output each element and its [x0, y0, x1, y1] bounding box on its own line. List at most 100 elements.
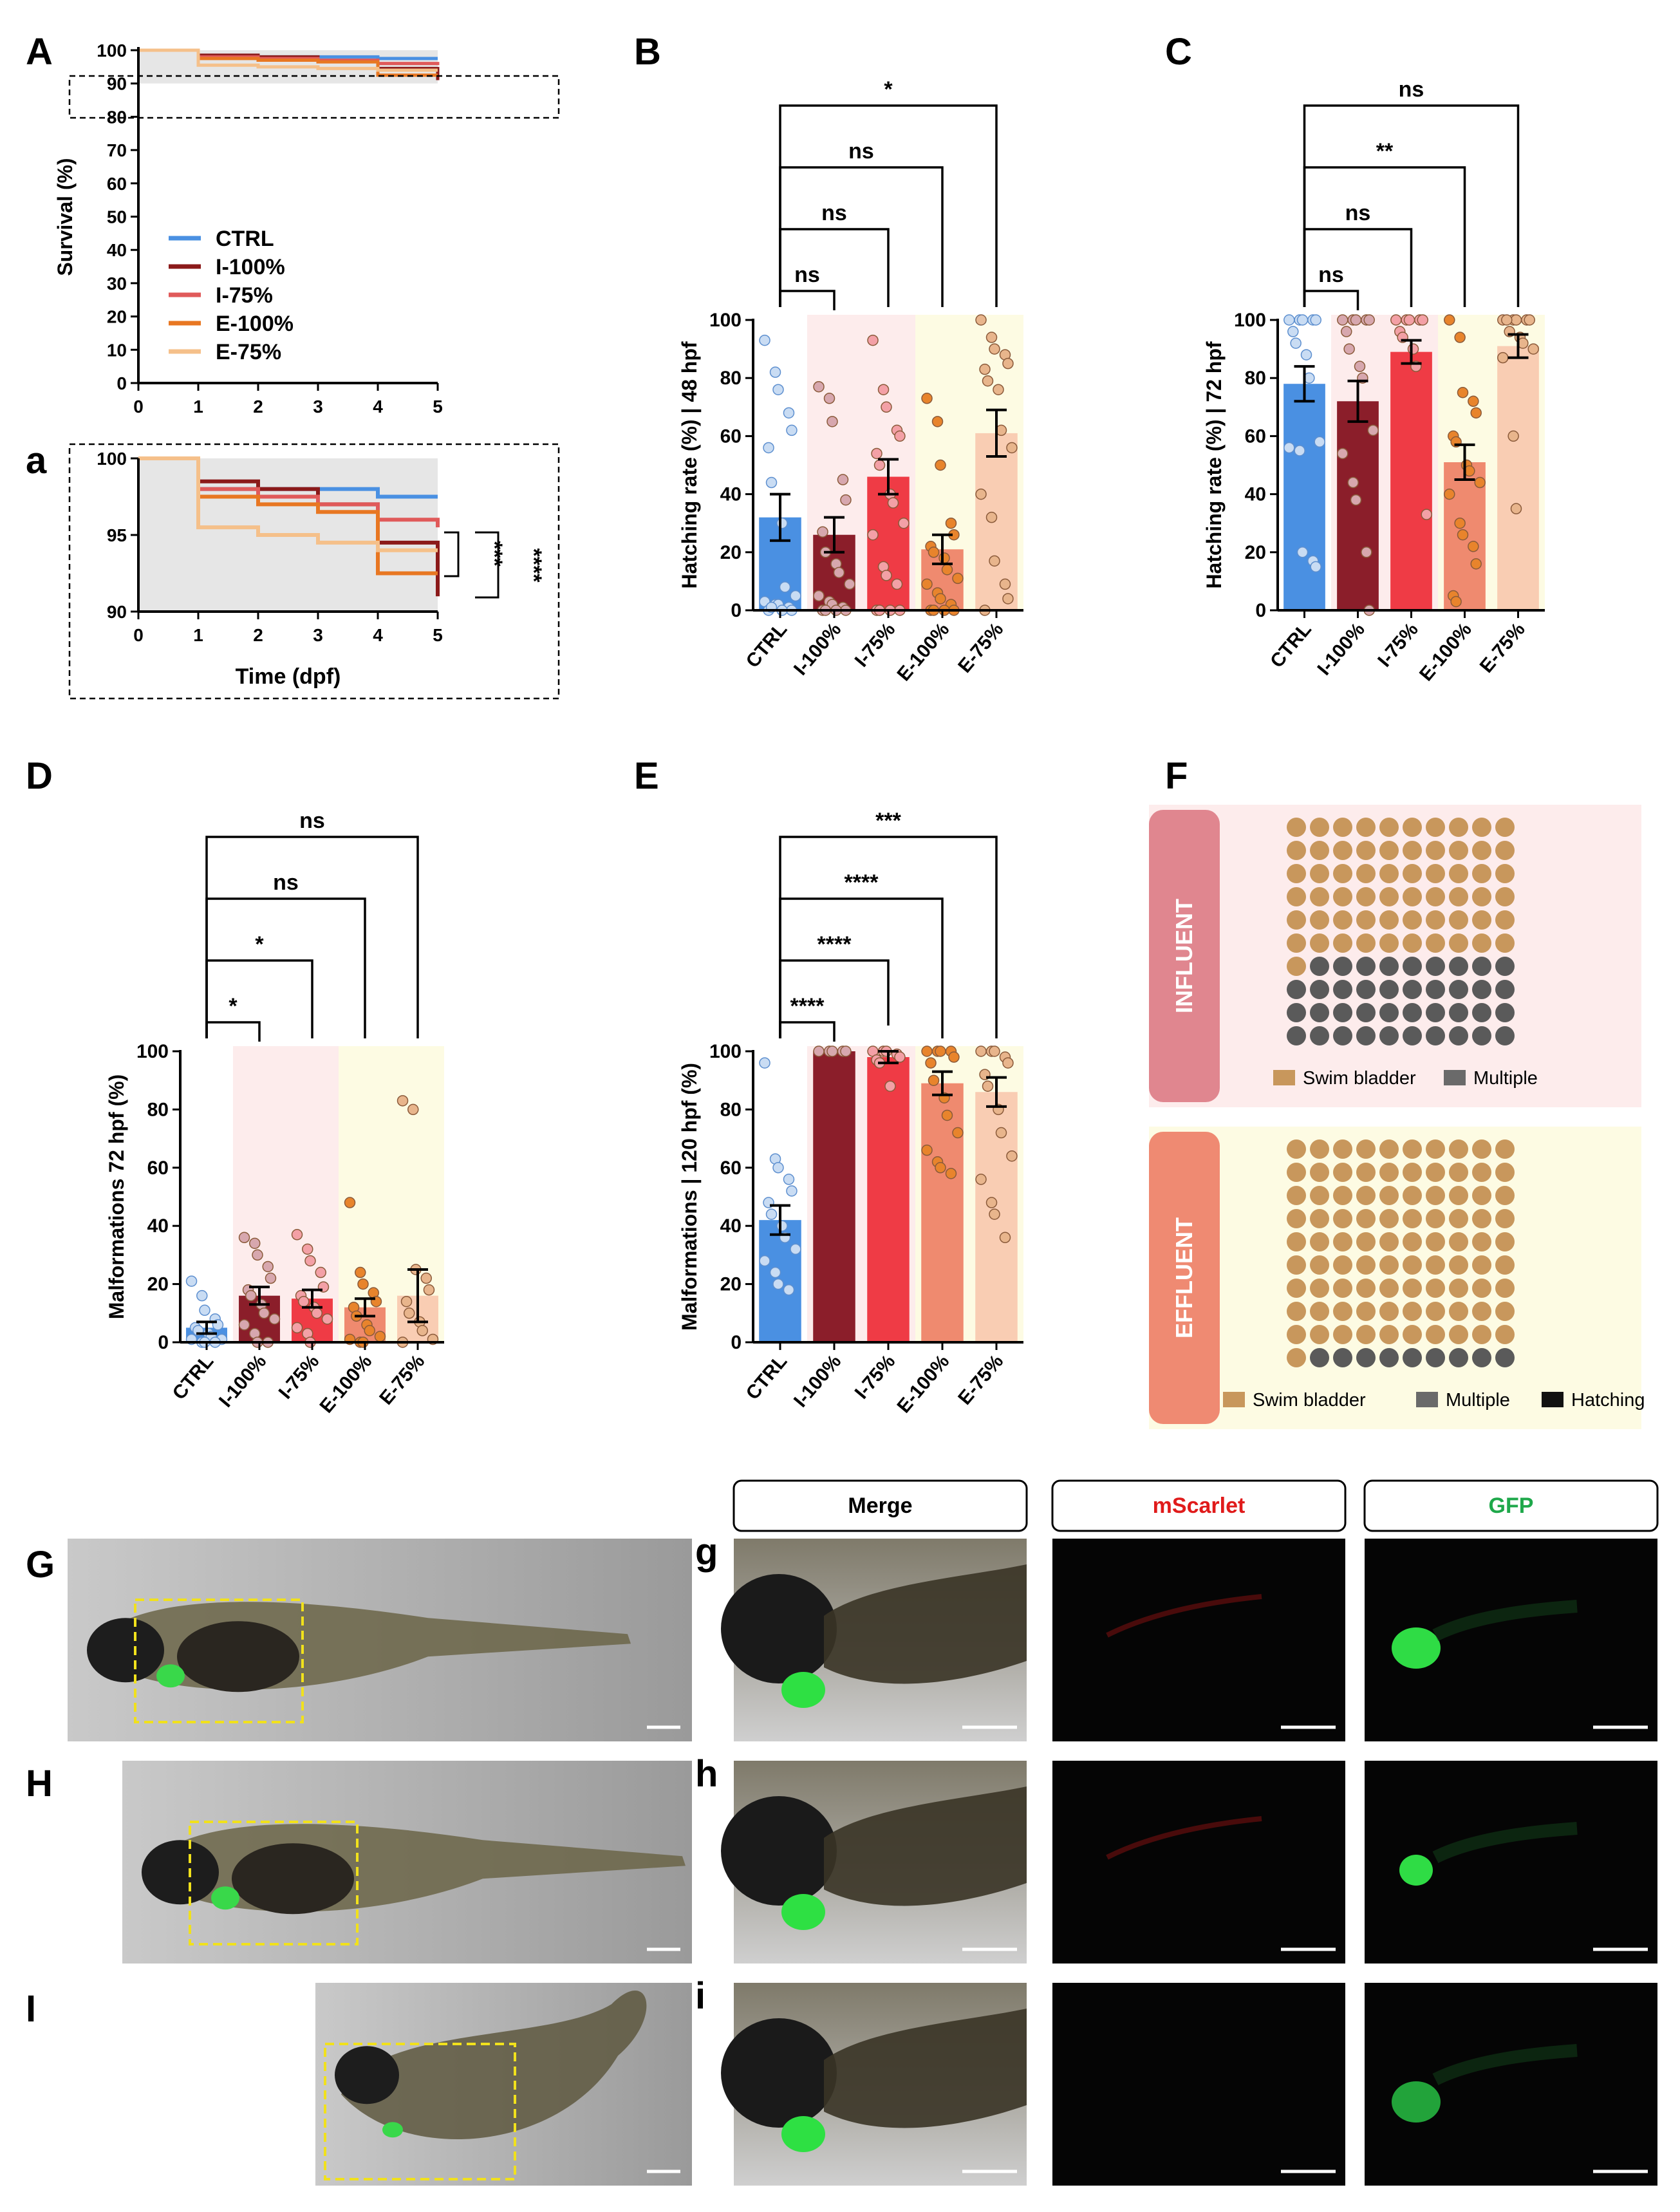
- data-point: [975, 314, 987, 326]
- data-point: [769, 1266, 781, 1279]
- data-point: [1347, 476, 1359, 489]
- multiple-dot: [1333, 1348, 1352, 1367]
- data-point: [989, 1208, 1000, 1220]
- swim-bladder-dot: [1287, 957, 1306, 976]
- data-point: [1457, 387, 1469, 398]
- eye-zoom: [721, 2018, 837, 2128]
- swim-bladder-dot: [1426, 1186, 1445, 1205]
- swim-bladder-dot: [1472, 1325, 1491, 1344]
- data-point: [1468, 395, 1479, 408]
- comparison-label: ns: [273, 870, 299, 895]
- multiple-dot: [1426, 980, 1445, 999]
- swim-bladder-dot: [1310, 1232, 1329, 1251]
- swim-bladder-dot: [1495, 1209, 1515, 1228]
- data-point: [1497, 351, 1509, 364]
- y-tick-label: 60: [1245, 426, 1266, 447]
- x-tick-label: 3: [313, 397, 323, 417]
- data-point: [302, 1243, 313, 1255]
- data-point: [397, 1095, 409, 1107]
- data-point: [921, 393, 933, 404]
- swim-bladder-dot: [1495, 1255, 1515, 1275]
- data-point: [989, 555, 1000, 567]
- data-point: [364, 1325, 375, 1336]
- comparison-label: *: [229, 994, 238, 1018]
- multiple-dot: [1287, 1003, 1306, 1022]
- swim-bladder-dot: [1287, 1279, 1306, 1298]
- gfp-signal-channel: [1399, 1855, 1433, 1886]
- data-point: [268, 1313, 281, 1325]
- data-point: [265, 1272, 277, 1284]
- panel-letter-C: C: [1165, 31, 1192, 73]
- x-tick-label: 5: [433, 625, 443, 645]
- swim-bladder-dot: [1403, 1279, 1422, 1298]
- x-tick-label: I-75%: [275, 1351, 324, 1403]
- data-point: [1527, 343, 1539, 355]
- x-tick-label: E-75%: [375, 1351, 429, 1409]
- comparison-bracket: [1303, 290, 1359, 310]
- x-tick-label: E-100%: [893, 619, 953, 685]
- x-tick-label: 2: [253, 625, 263, 645]
- data-point: [1444, 314, 1455, 326]
- swim-bladder-dot: [1426, 864, 1445, 883]
- data-point: [315, 1266, 326, 1279]
- swim-bladder-dot: [1472, 818, 1491, 837]
- y-tick-label: 100: [97, 449, 127, 469]
- multiple-dot: [1449, 1003, 1468, 1022]
- data-point: [258, 1308, 270, 1319]
- multiple-dot: [1495, 1348, 1515, 1367]
- swim-bladder-dot: [1472, 1232, 1491, 1251]
- swim-bladder-dot: [1472, 1139, 1491, 1159]
- data-point: [763, 442, 774, 454]
- data-point: [1002, 357, 1014, 370]
- data-point: [311, 1308, 322, 1319]
- data-point: [1501, 314, 1513, 326]
- x-tick-label: E-100%: [315, 1351, 376, 1417]
- data-point: [975, 1045, 987, 1057]
- y-tick-label: 60: [720, 1158, 742, 1179]
- swim-bladder-dot: [1356, 1186, 1376, 1205]
- panel-letter-h: h: [695, 1753, 718, 1795]
- comparison-label: **: [1376, 139, 1394, 164]
- y-tick-label: 0: [731, 1332, 742, 1353]
- data-point: [935, 1045, 946, 1057]
- panel-letter-E: E: [634, 755, 659, 797]
- y-tick-label: 70: [107, 140, 127, 160]
- bracket-1: [444, 531, 460, 577]
- swim-bladder-dot: [1356, 841, 1376, 860]
- swim-bladder-dot: [1403, 933, 1422, 953]
- data-point: [925, 1057, 937, 1069]
- data-point: [249, 1237, 261, 1250]
- y-tick-label: 100: [1234, 310, 1266, 331]
- data-point: [1354, 361, 1366, 372]
- data-point: [823, 393, 835, 404]
- data-point: [993, 384, 1004, 395]
- multiple-dot: [1287, 1026, 1306, 1045]
- data-point: [1470, 558, 1482, 570]
- panel-letter-I: I: [26, 1988, 36, 2030]
- data-point: [867, 334, 879, 346]
- swim-bladder-dot: [1449, 864, 1468, 883]
- swim-bladder-dot: [1403, 1325, 1422, 1344]
- y-tick-label: 20: [107, 307, 127, 327]
- multiple-dot: [1333, 1026, 1352, 1045]
- y-tick-label: 20: [720, 542, 742, 563]
- y-axis-label: Hatching rate (%) | 48 hpf: [678, 341, 701, 588]
- yolk-zoom: [824, 2009, 1027, 2128]
- swim-bladder-dot: [1426, 887, 1445, 906]
- multiple-dot: [1379, 957, 1399, 976]
- bar-I-100%: [813, 1051, 855, 1342]
- data-point: [999, 1232, 1011, 1244]
- swim-bladder-dot: [1403, 1255, 1422, 1275]
- legend-label: I-100%: [216, 255, 285, 279]
- legend-label: Hatching: [1571, 1390, 1645, 1411]
- larva-eye: [142, 1840, 219, 1905]
- data-point: [1454, 332, 1466, 343]
- swim-bladder-dot: [1356, 1232, 1376, 1251]
- swim-bladder-dot: [1472, 1209, 1491, 1228]
- channel-header: mScarlet: [1153, 1494, 1246, 1518]
- data-point: [887, 497, 899, 509]
- swim-bladder-dot: [1403, 864, 1422, 883]
- data-point: [867, 529, 879, 541]
